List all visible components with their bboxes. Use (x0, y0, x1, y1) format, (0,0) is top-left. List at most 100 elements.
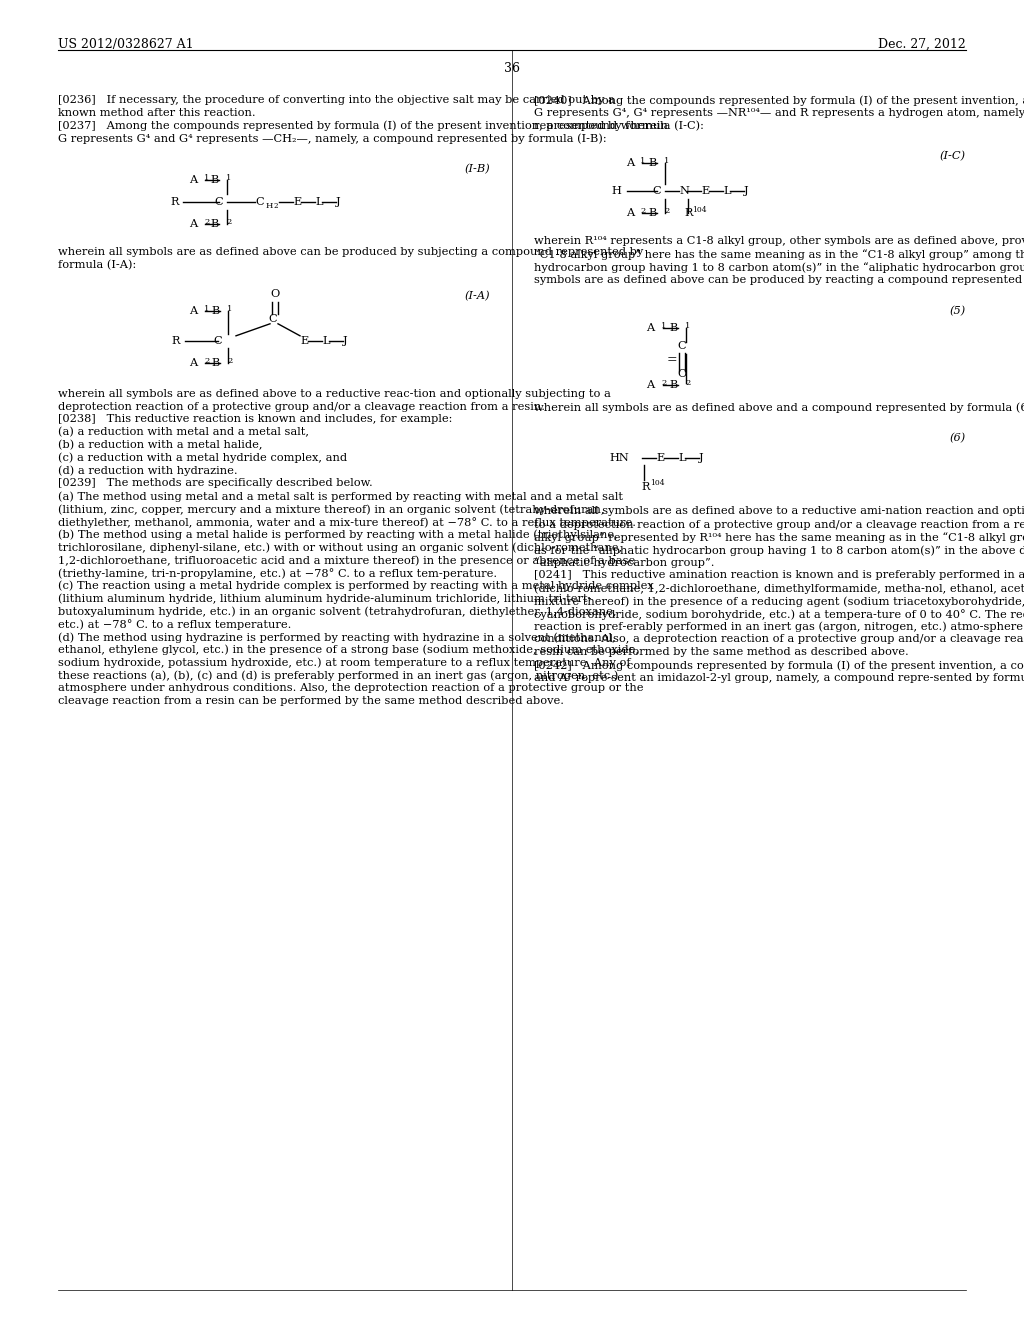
Text: 1,2-dichloroethane, trifluoroacetic acid and a mixture thereof) in the presence : 1,2-dichloroethane, trifluoroacetic acid… (58, 556, 635, 566)
Text: [0239]   The methods are specifically described below.: [0239] The methods are specifically desc… (58, 478, 373, 488)
Text: [0241]   This reductive amination reaction is known and is preferably performed : [0241] This reductive amination reaction… (534, 570, 1024, 581)
Text: J: J (336, 197, 341, 207)
Text: E: E (656, 453, 665, 463)
Text: 1: 1 (227, 305, 232, 313)
Text: E: E (300, 335, 308, 346)
Text: mixture thereof) in the presence of a reducing agent (sodium triacetoxyborohydri: mixture thereof) in the presence of a re… (534, 597, 1024, 607)
Text: wherein all symbols are as defined above and a compound represented by formula (: wherein all symbols are as defined above… (534, 403, 1024, 413)
Text: (b) a reduction with a metal halide,: (b) a reduction with a metal halide, (58, 440, 262, 450)
Text: B: B (211, 176, 219, 185)
Text: A: A (626, 158, 634, 169)
Text: H: H (266, 202, 273, 210)
Text: trichlorosilane, diphenyl­silane, etc.) with or without using an organic solvent: trichlorosilane, diphenyl­silane, etc.) … (58, 543, 623, 553)
Text: Dec. 27, 2012: Dec. 27, 2012 (879, 38, 966, 51)
Text: B: B (648, 158, 657, 169)
Text: (lithium, zinc, copper, mercury and a mixture thereof) in an organic solvent (te: (lithium, zinc, copper, mercury and a mi… (58, 504, 604, 515)
Text: formula (I-A):: formula (I-A): (58, 260, 136, 271)
Text: wherein all symbols are as defined above to a reductive ami­nation reaction and : wherein all symbols are as defined above… (534, 507, 1024, 516)
Text: 1: 1 (664, 157, 670, 165)
Text: H: H (611, 186, 621, 197)
Text: L: L (322, 335, 330, 346)
Text: L: L (315, 197, 323, 207)
Text: [0238]   This reductive reaction is known and includes, for example:: [0238] This reductive reaction is known … (58, 414, 453, 425)
Text: 1: 1 (685, 322, 690, 330)
Text: A: A (646, 380, 654, 389)
Text: 2: 2 (640, 207, 645, 215)
Text: R: R (171, 197, 179, 207)
Text: HN: HN (609, 453, 629, 463)
Text: O: O (677, 368, 687, 379)
Text: C: C (652, 186, 662, 197)
Text: (5): (5) (949, 306, 966, 315)
Text: [0237]   Among the compounds represented by formula (I) of the present invention: [0237] Among the compounds represented b… (58, 120, 668, 131)
Text: deprotection reaction of a protective group and/or a cleavage reaction from a re: deprotection reaction of a protective gr… (58, 401, 545, 412)
Text: 2: 2 (662, 379, 667, 387)
Text: 1: 1 (204, 305, 209, 313)
Text: and A² repre­sent an imidazol-2-yl group, namely, a compound repre­sented by for: and A² repre­sent an imidazol-2-yl group… (534, 673, 1024, 684)
Text: ethanol, ethylene glycol, etc.) in the presence of a strong base (sodium methoxi: ethanol, ethylene glycol, etc.) in the p… (58, 644, 639, 655)
Text: 2: 2 (227, 356, 232, 364)
Text: 1: 1 (640, 157, 645, 165)
Text: 2: 2 (274, 202, 279, 210)
Text: A: A (188, 306, 197, 315)
Text: (d) a reduction with hydrazine.: (d) a reduction with hydrazine. (58, 466, 238, 477)
Text: (dichlo­romethane, 1,2-dichloroethane, dimethylformamide, metha­nol, ethanol, ac: (dichlo­romethane, 1,2-dichloroethane, d… (534, 583, 1024, 594)
Text: J: J (343, 335, 347, 346)
Text: (a) The method using metal and a metal salt is performed by reacting with metal : (a) The method using metal and a metal s… (58, 491, 623, 502)
Text: 1: 1 (204, 174, 209, 182)
Text: O: O (270, 289, 280, 298)
Text: C: C (214, 335, 222, 346)
Text: A: A (188, 358, 197, 368)
Text: butoxyaluminum hydride, etc.) in an organic solvent (tetrahydrofuran, diethyleth: butoxyaluminum hydride, etc.) in an orga… (58, 606, 616, 616)
Text: =: = (667, 354, 677, 366)
Text: R: R (684, 209, 692, 218)
Text: E: E (701, 186, 710, 197)
Text: “C1-8 alkyl group” here has the same meaning as in the “C1-8 alkyl group” among : “C1-8 alkyl group” here has the same mea… (534, 249, 1024, 260)
Text: E: E (293, 197, 301, 207)
Text: B: B (670, 322, 678, 333)
Text: G represents G⁴, G⁴ represents —NR¹⁰⁴— and R represents a hydrogen atom, namely,: G represents G⁴, G⁴ represents —NR¹⁰⁴— a… (534, 108, 1024, 117)
Text: 1: 1 (226, 174, 231, 182)
Text: C: C (255, 197, 263, 207)
Text: B: B (212, 306, 220, 315)
Text: known method after this reaction.: known method after this reaction. (58, 108, 256, 117)
Text: as for the “aliphatic hydrocarbon group having 1 to 8 carbon atom(s)” in the abo: as for the “aliphatic hydrocarbon group … (534, 545, 1024, 556)
Text: wherein all symbols are as defined above to a reductive reac­tion and optionally: wherein all symbols are as defined above… (58, 389, 611, 399)
Text: (b) The method using a metal halide is performed by reacting with a metal halide: (b) The method using a metal halide is p… (58, 529, 617, 540)
Text: A: A (646, 322, 654, 333)
Text: atmosphere under anhydrous conditions. Also, the deprotection reaction of a prot: atmosphere under anhydrous conditions. A… (58, 684, 643, 693)
Text: hydrocarbon group having 1 to 8 carbon atom(s)” in the “aliphatic hydrocarbon gr: hydrocarbon group having 1 to 8 carbon a… (534, 261, 1024, 273)
Text: B: B (211, 219, 219, 230)
Text: wherein R¹⁰⁴ represents a C1-8 alkyl group, other symbols are as defined above, : wherein R¹⁰⁴ represents a C1-8 alkyl gro… (534, 236, 1024, 247)
Text: [0242]   Among compounds represented by formula (I) of the present invention, a : [0242] Among compounds represented by fo… (534, 660, 1024, 671)
Text: 36: 36 (504, 62, 520, 75)
Text: 1: 1 (662, 322, 667, 330)
Text: symbols are as defined above can be produced by reacting a compound represented : symbols are as defined above can be prod… (534, 275, 1024, 285)
Text: (c) a reduction with a metal hydride complex, and: (c) a reduction with a metal hydride com… (58, 453, 347, 463)
Text: reaction is pref­erably performed in an inert gas (argon, nitrogen, etc.) atmo­s: reaction is pref­erably performed in an … (534, 622, 1024, 632)
Text: to a deprotection reaction of a protective group and/or a cleavage reaction from: to a deprotection reaction of a protecti… (534, 519, 1024, 531)
Text: [0236]   If necessary, the procedure of converting into the objective salt may b: [0236] If necessary, the procedure of co… (58, 95, 614, 106)
Text: (I-B): (I-B) (464, 164, 490, 174)
Text: R: R (171, 335, 180, 346)
Text: resin can be performed by the same method as described above.: resin can be performed by the same metho… (534, 647, 908, 657)
Text: L: L (723, 186, 730, 197)
Text: C: C (268, 314, 278, 323)
Text: 104: 104 (692, 206, 707, 214)
Text: cleavage reaction from a resin can be performed by the same method described abo: cleavage reaction from a resin can be pe… (58, 696, 564, 706)
Text: A: A (188, 219, 197, 230)
Text: sodium hydroxide, potassium hydroxide, etc.) at room temperature to a reflux tem: sodium hydroxide, potassium hydroxide, e… (58, 657, 631, 668)
Text: N: N (679, 186, 689, 197)
Text: (I-C): (I-C) (940, 152, 966, 162)
Text: J: J (699, 453, 703, 463)
Text: 2: 2 (226, 218, 231, 226)
Text: alkyl group” represented by R¹⁰⁴ here has the same meaning as in the “C1-8 alkyl: alkyl group” represented by R¹⁰⁴ here ha… (534, 532, 1024, 543)
Text: C: C (215, 197, 223, 207)
Text: (c) The reaction using a metal hydride complex is performed by reacting with a m: (c) The reaction using a metal hydride c… (58, 581, 653, 591)
Text: (I-A): (I-A) (464, 290, 490, 301)
Text: (a) a reduction with metal and a metal salt,: (a) a reduction with metal and a metal s… (58, 428, 309, 437)
Text: R: R (641, 482, 649, 492)
Text: “aliphatic hydrocarbon group”.: “aliphatic hydrocarbon group”. (534, 557, 715, 569)
Text: 2: 2 (204, 356, 209, 364)
Text: (triethy­lamine, tri-n-propylamine, etc.) at −78° C. to a reflux tem­perature.: (triethy­lamine, tri-n-propylamine, etc.… (58, 568, 497, 579)
